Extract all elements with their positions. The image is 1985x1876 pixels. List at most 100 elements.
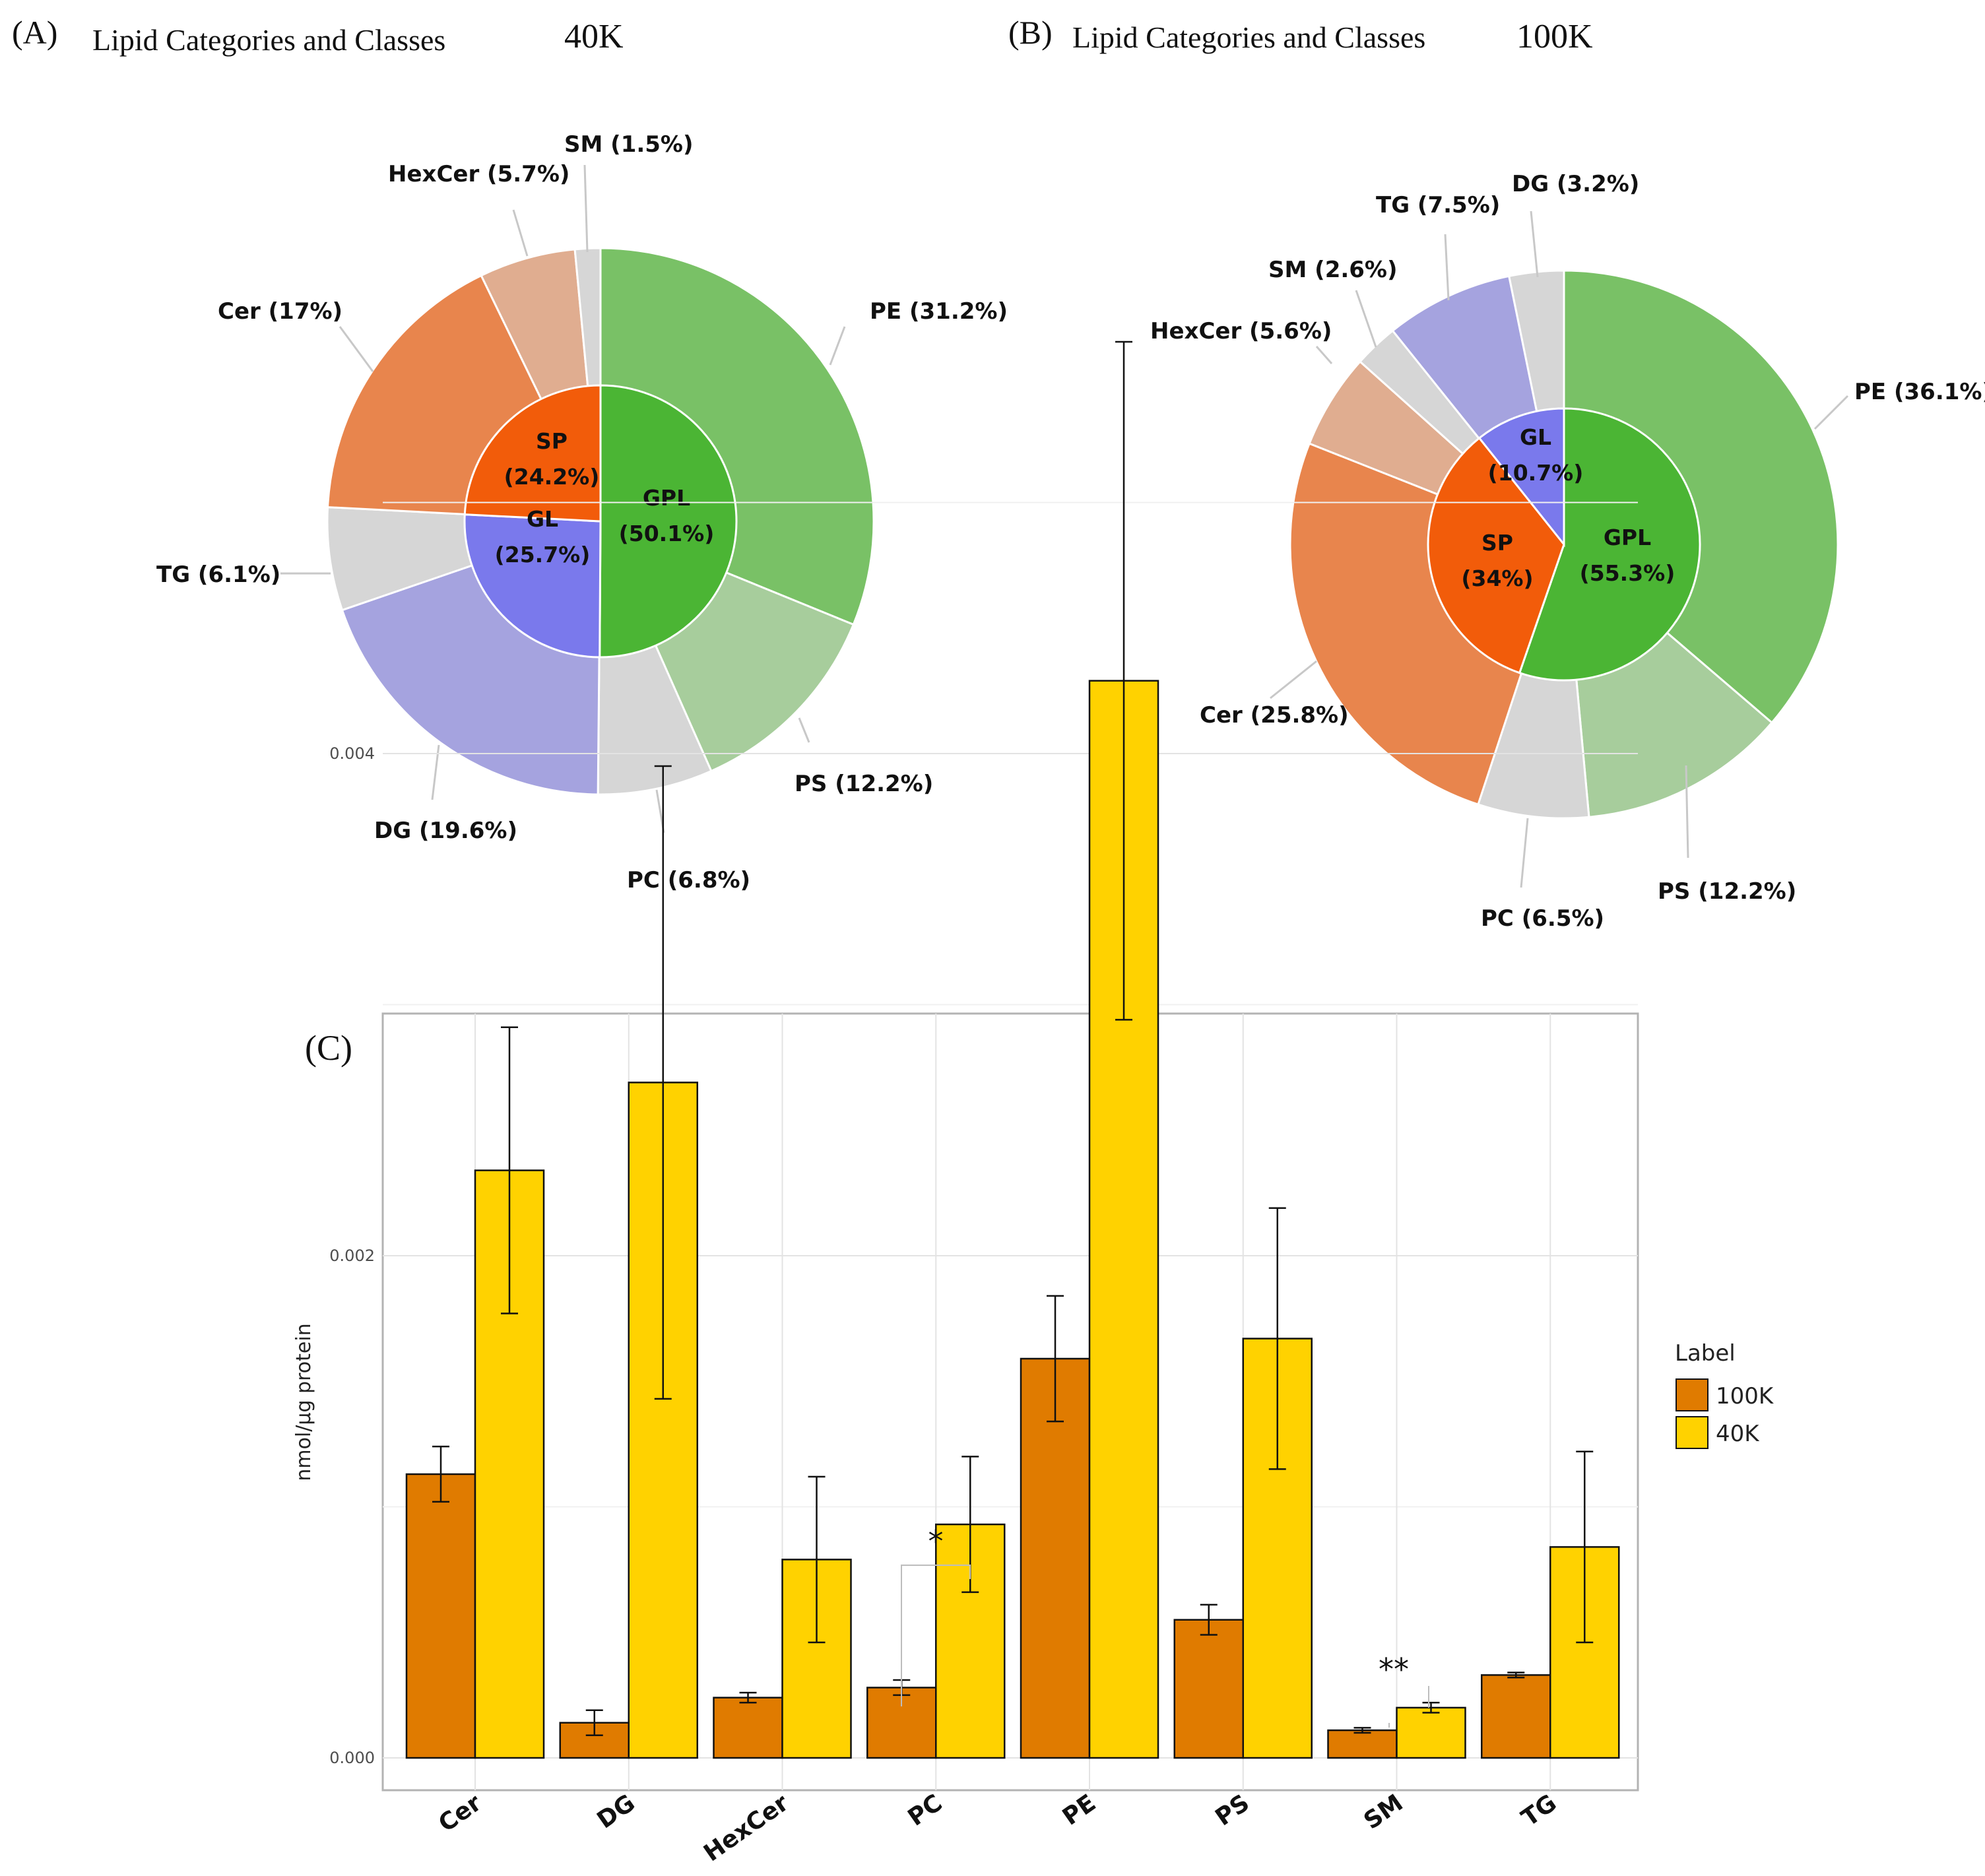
- y-tick-label: 0.002: [329, 1246, 375, 1265]
- inner-label-b-gpl-pct: (55.3%): [1580, 560, 1676, 586]
- bar-ps-100k: [1173, 1619, 1244, 1759]
- significance-bracket-pc: [901, 1565, 971, 1706]
- x-tick-label-tg: TG: [1517, 1790, 1562, 1832]
- x-tick-label-cer: Cer: [434, 1790, 486, 1838]
- plot-border: [381, 1012, 1639, 1792]
- inner-label-a-gpl: GPL: [643, 485, 690, 511]
- label-b-hexcer: HexCer (5.6%): [1150, 318, 1332, 344]
- inner-label-a-gl: GL: [527, 506, 558, 532]
- donut-a-inner-sp-slice: [463, 384, 602, 523]
- y-tick-label: 0.004: [329, 744, 375, 763]
- inner-label-b-gpl: GPL: [1604, 525, 1651, 550]
- leader-line: [1355, 290, 1377, 348]
- x-tick-label-pc: PC: [903, 1790, 948, 1832]
- label-b-dg: DG (3.2%): [1512, 171, 1639, 197]
- x-tick-label-hexcer: HexCer: [699, 1790, 794, 1867]
- bar-pe-100k: [1020, 1357, 1091, 1759]
- panel-b-letter: (B): [1008, 14, 1053, 51]
- donut-a-inner-ring: [463, 384, 738, 659]
- x-tick-label-dg: DG: [593, 1790, 640, 1834]
- leader-line: [1685, 765, 1689, 858]
- legend: Label 100K 40K: [1675, 1340, 1774, 1449]
- label-a-cer: Cer (17%): [218, 298, 342, 325]
- legend-label-40k: 40K: [1716, 1421, 1760, 1447]
- label-a-sm: SM (1.5%): [564, 131, 694, 158]
- leader-line: [1520, 818, 1529, 888]
- legend-swatch-40k: [1676, 1416, 1708, 1449]
- inner-label-b-sp-pct: (34%): [1461, 566, 1533, 591]
- panel-a-letter: (A): [12, 14, 57, 51]
- legend-title: Label: [1675, 1340, 1736, 1367]
- bar-hexcer-100k: [713, 1697, 783, 1759]
- bar-sm-40k: [1396, 1706, 1466, 1759]
- inner-label-a-gpl-pct: (50.1%): [619, 521, 715, 546]
- inner-label-b-gl: GL: [1520, 424, 1551, 450]
- donut-b-leader-lines: [1270, 210, 1849, 888]
- donut-b-outer-pe-slice: [1563, 269, 1839, 725]
- bar-sm-100k: [1327, 1729, 1398, 1759]
- leader-line: [1444, 234, 1450, 301]
- donut-chart-b: PE (36.1%) PS (12.2%) PC (6.5%) Cer (25.…: [1150, 171, 1985, 932]
- inner-label-b-gl-pct: (10.7%): [1488, 460, 1584, 486]
- donut-chart-a: PE (31.2%) PS (12.2%) PC (6.8%) DG (19.6…: [156, 131, 1008, 893]
- error-bar-cer-100k: [432, 1445, 449, 1503]
- y-axis-ticks: 0.000 0.002 0.004: [329, 744, 375, 1767]
- donut-b-inner-gl-slice: [1478, 407, 1565, 548]
- label-a-pe: PE (31.2%): [870, 298, 1008, 325]
- label-b-tg: TG (7.5%): [1376, 192, 1500, 218]
- label-b-ps: PS (12.2%): [1658, 878, 1796, 905]
- significance-marker-pc: *: [928, 1524, 944, 1559]
- label-a-hexcer: HexCer (5.7%): [388, 161, 569, 187]
- leader-line: [1813, 395, 1849, 430]
- leader-line: [798, 717, 810, 743]
- legend-label-100k: 100K: [1716, 1383, 1774, 1409]
- label-b-pc: PC (6.5%): [1481, 905, 1604, 932]
- label-a-dg: DG (19.6%): [374, 818, 517, 844]
- label-b-sm: SM (2.6%): [1268, 257, 1398, 283]
- error-bar-sm-100k: [1353, 1727, 1371, 1734]
- error-bar-ps-100k: [1200, 1603, 1218, 1636]
- bar-pc-40k: [935, 1523, 1006, 1759]
- inner-label-b-sp: SP: [1481, 530, 1513, 556]
- x-tick-label-sm: SM: [1359, 1790, 1408, 1835]
- significance-brackets: [901, 1565, 1429, 1728]
- inner-label-a-sp: SP: [536, 428, 568, 454]
- bar-cer-100k: [405, 1473, 476, 1759]
- error-bar-tg-100k: [1507, 1671, 1525, 1679]
- panel-b-title: Lipid Categories and Classes: [1072, 20, 1425, 54]
- inner-label-a-gl-pct: (25.7%): [495, 542, 591, 567]
- panel-a-title: Lipid Categories and Classes: [92, 23, 445, 57]
- leader-line: [512, 209, 529, 257]
- significance-marker-sm: **: [1379, 1652, 1409, 1687]
- leader-line: [1315, 346, 1333, 364]
- bar-tg-100k: [1481, 1674, 1551, 1759]
- donut-a-inner-gl-slice: [463, 513, 602, 659]
- label-b-cer: Cer (25.8%): [1200, 702, 1349, 728]
- error-bar-ps-40k: [1268, 1207, 1286, 1470]
- leader-line: [339, 326, 374, 372]
- inner-label-a-sp-pct: (24.2%): [504, 464, 600, 490]
- y-axis-title: nmol/µg protein: [292, 1323, 315, 1481]
- leader-line: [1270, 660, 1317, 699]
- error-bar-pe-100k: [1047, 1295, 1064, 1423]
- panel-a-sample: 40K: [564, 18, 624, 55]
- error-bar-dg-100k: [585, 1709, 603, 1737]
- error-bar-tg-40k: [1576, 1450, 1594, 1644]
- donut-b-inner-sp-slice: [1427, 436, 1565, 674]
- label-a-ps: PS (12.2%): [795, 771, 933, 797]
- leader-line: [829, 326, 846, 366]
- label-a-pc: PC (6.8%): [627, 867, 750, 893]
- error-bar-cer-40k: [501, 1026, 518, 1314]
- error-bar-dg-40k: [654, 765, 672, 1400]
- x-tick-label-pe: PE: [1058, 1790, 1101, 1831]
- panel-b-sample: 100K: [1516, 18, 1593, 55]
- error-bar-pe-40k: [1115, 340, 1132, 1021]
- y-tick-label: 0.000: [329, 1749, 375, 1767]
- label-a-tg: TG (6.1%): [156, 562, 280, 588]
- leader-line: [583, 164, 589, 253]
- donut-b-inner-ring: [1427, 407, 1701, 682]
- leader-line: [1530, 210, 1539, 278]
- donut-a-inner-gpl-slice: [599, 384, 738, 659]
- x-axis-labels: Cer DG HexCer PC PE PS SM TG: [434, 1790, 1561, 1867]
